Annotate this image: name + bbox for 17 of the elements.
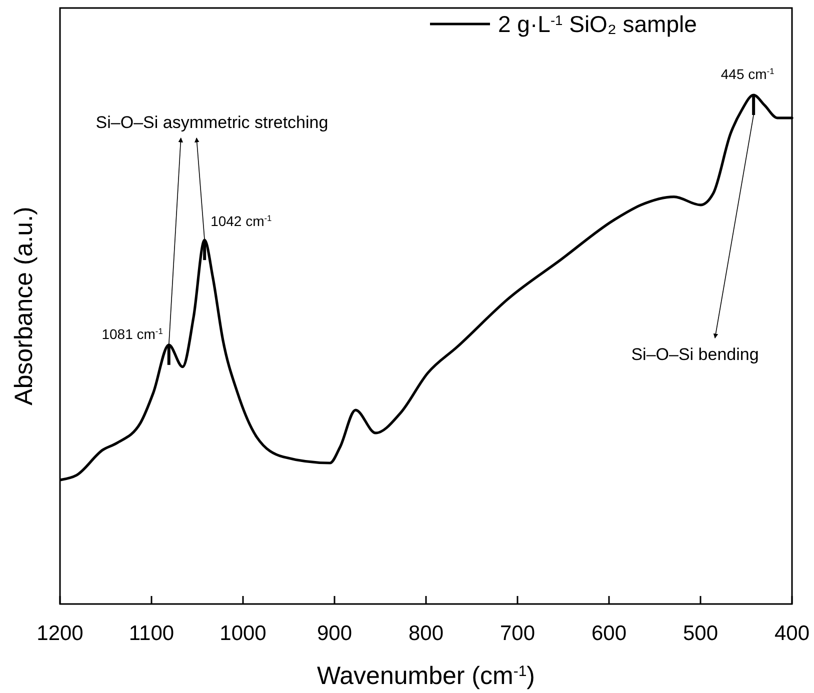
y-axis-title: Absorbance (a.u.): [10, 206, 38, 406]
x-tick-label: 800: [408, 622, 444, 645]
x-tick-label: 1200: [36, 622, 84, 645]
x-tick-label: 900: [316, 622, 352, 645]
x-tick-label: 600: [591, 622, 627, 645]
annotation: Si–O–Si bending: [631, 345, 759, 364]
x-tick-label: 1000: [220, 622, 266, 645]
x-tick-label: 1100: [128, 622, 174, 645]
legend-label: 2 g·L$^{-1}$ SiO₂ sample: [498, 11, 697, 37]
x-tick-label: 700: [500, 622, 536, 645]
x-tick-label: 500: [682, 622, 718, 645]
annotation: Si–O–Si asymmetric stretching: [96, 113, 328, 132]
x-axis-title: Wavenumber (cm$^{-1}$): [316, 662, 536, 690]
annotation: 1081 cm$^{-1}$: [102, 326, 164, 342]
x-tick-label: 400: [774, 622, 810, 645]
annotation: 1042 cm$^{-1}$: [210, 213, 272, 230]
annotation: 445 cm$^{-1}$: [720, 66, 775, 82]
